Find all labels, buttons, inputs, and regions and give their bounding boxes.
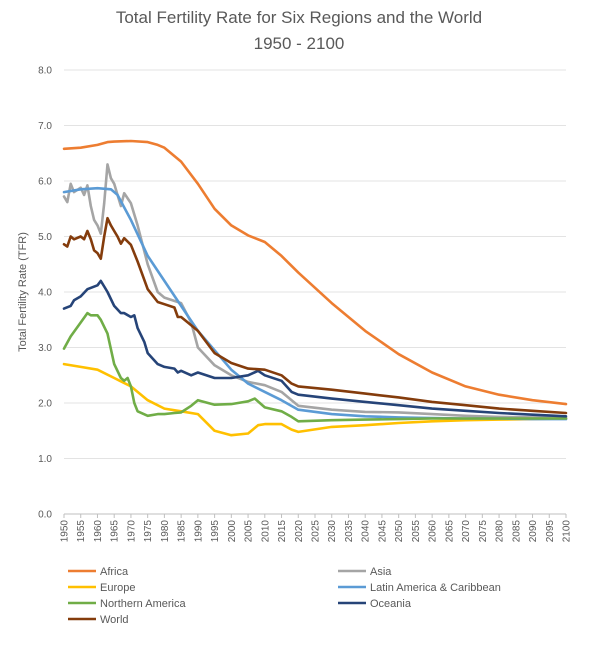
- legend-item: Latin America & Caribbean: [338, 582, 501, 594]
- x-tick-label: 1970: [126, 520, 137, 543]
- x-tick-label: 1965: [110, 520, 121, 543]
- legend-label: Latin America & Caribbean: [370, 582, 501, 594]
- legend-item: Asia: [338, 566, 392, 578]
- x-tick-label: 2050: [394, 520, 405, 543]
- series-line-world: [62, 216, 568, 415]
- x-tick-label: 1950: [60, 520, 71, 543]
- legend-item: Europe: [68, 582, 135, 594]
- legend-label: Northern America: [100, 598, 186, 610]
- x-tick-label: 1975: [143, 520, 154, 543]
- x-tick-label: 2080: [495, 520, 506, 543]
- x-tick-label: 2025: [311, 520, 322, 543]
- x-tick-label: 1955: [76, 520, 87, 543]
- x-tick-label: 2035: [344, 520, 355, 543]
- x-tick-label: 2000: [227, 520, 238, 543]
- x-tick-label: 2075: [478, 520, 489, 543]
- x-axis-ticks: 1950 1955 1960 1965 1970 1975 1980 1985 1990 1995…: [60, 514, 573, 542]
- y-tick-label: 1.0: [38, 454, 52, 465]
- x-tick-label: 1990: [193, 520, 204, 543]
- legend-item: World: [68, 614, 129, 626]
- legend-item: Northern America: [68, 598, 186, 610]
- x-tick-label: 1985: [177, 520, 188, 543]
- x-tick-label: 2060: [428, 520, 439, 543]
- series-line-northern-america: [62, 311, 568, 423]
- x-tick-label: 1995: [210, 520, 221, 543]
- x-tick-label: 2015: [277, 520, 288, 543]
- x-tick-label: 2085: [511, 520, 522, 543]
- y-axis-label: Total Fertility Rate (TFR): [17, 232, 29, 352]
- x-tick-label: 2070: [461, 520, 472, 543]
- y-tick-label: 3.0: [38, 343, 52, 354]
- series-line-africa: [62, 139, 568, 406]
- y-axis-ticks: 0.0 1.0 2.0 3.0 4.0 5.0 6.0 7.0 8.0: [38, 66, 52, 521]
- x-tick-label: 2065: [444, 520, 455, 543]
- legend-label: Africa: [100, 566, 129, 578]
- legend-label: Asia: [370, 566, 392, 578]
- legend: Africa Asia Europe Latin America & Caribbea…: [68, 566, 501, 626]
- y-tick-label: 4.0: [38, 288, 52, 299]
- x-tick-label: 2010: [260, 520, 271, 543]
- x-tick-label: 2020: [294, 520, 305, 543]
- x-tick-label: 2040: [361, 520, 372, 543]
- legend-label: World: [100, 614, 129, 626]
- legend-label: Oceania: [370, 598, 412, 610]
- y-tick-label: 5.0: [38, 232, 52, 243]
- series-line-europe: [62, 362, 568, 437]
- x-tick-label: 2090: [528, 520, 539, 543]
- chart-subtitle: 1950 - 2100: [254, 34, 345, 53]
- gridlines: [64, 69, 566, 515]
- chart-title: Total Fertility Rate for Six Regions and…: [116, 8, 482, 27]
- x-tick-label: 2055: [411, 520, 422, 543]
- legend-item: Africa: [68, 566, 129, 578]
- legend-label: Europe: [100, 582, 135, 594]
- series-line-latin-america-caribbean: [62, 186, 568, 421]
- x-tick-label: 2100: [562, 520, 573, 543]
- x-tick-label: 1980: [160, 520, 171, 543]
- x-tick-label: 2095: [545, 520, 556, 543]
- legend-item: Oceania: [338, 598, 412, 610]
- series-lines: [62, 139, 568, 437]
- x-tick-label: 1960: [93, 520, 104, 543]
- y-tick-label: 7.0: [38, 121, 52, 132]
- x-tick-label: 2030: [327, 520, 338, 543]
- y-tick-label: 2.0: [38, 399, 52, 410]
- y-tick-label: 8.0: [38, 66, 52, 77]
- y-tick-label: 0.0: [38, 510, 52, 521]
- series-line-oceania: [62, 279, 568, 418]
- x-tick-label: 2045: [377, 520, 388, 543]
- x-tick-label: 2005: [244, 520, 255, 543]
- y-tick-label: 6.0: [38, 177, 52, 188]
- series-line-asia: [62, 163, 568, 419]
